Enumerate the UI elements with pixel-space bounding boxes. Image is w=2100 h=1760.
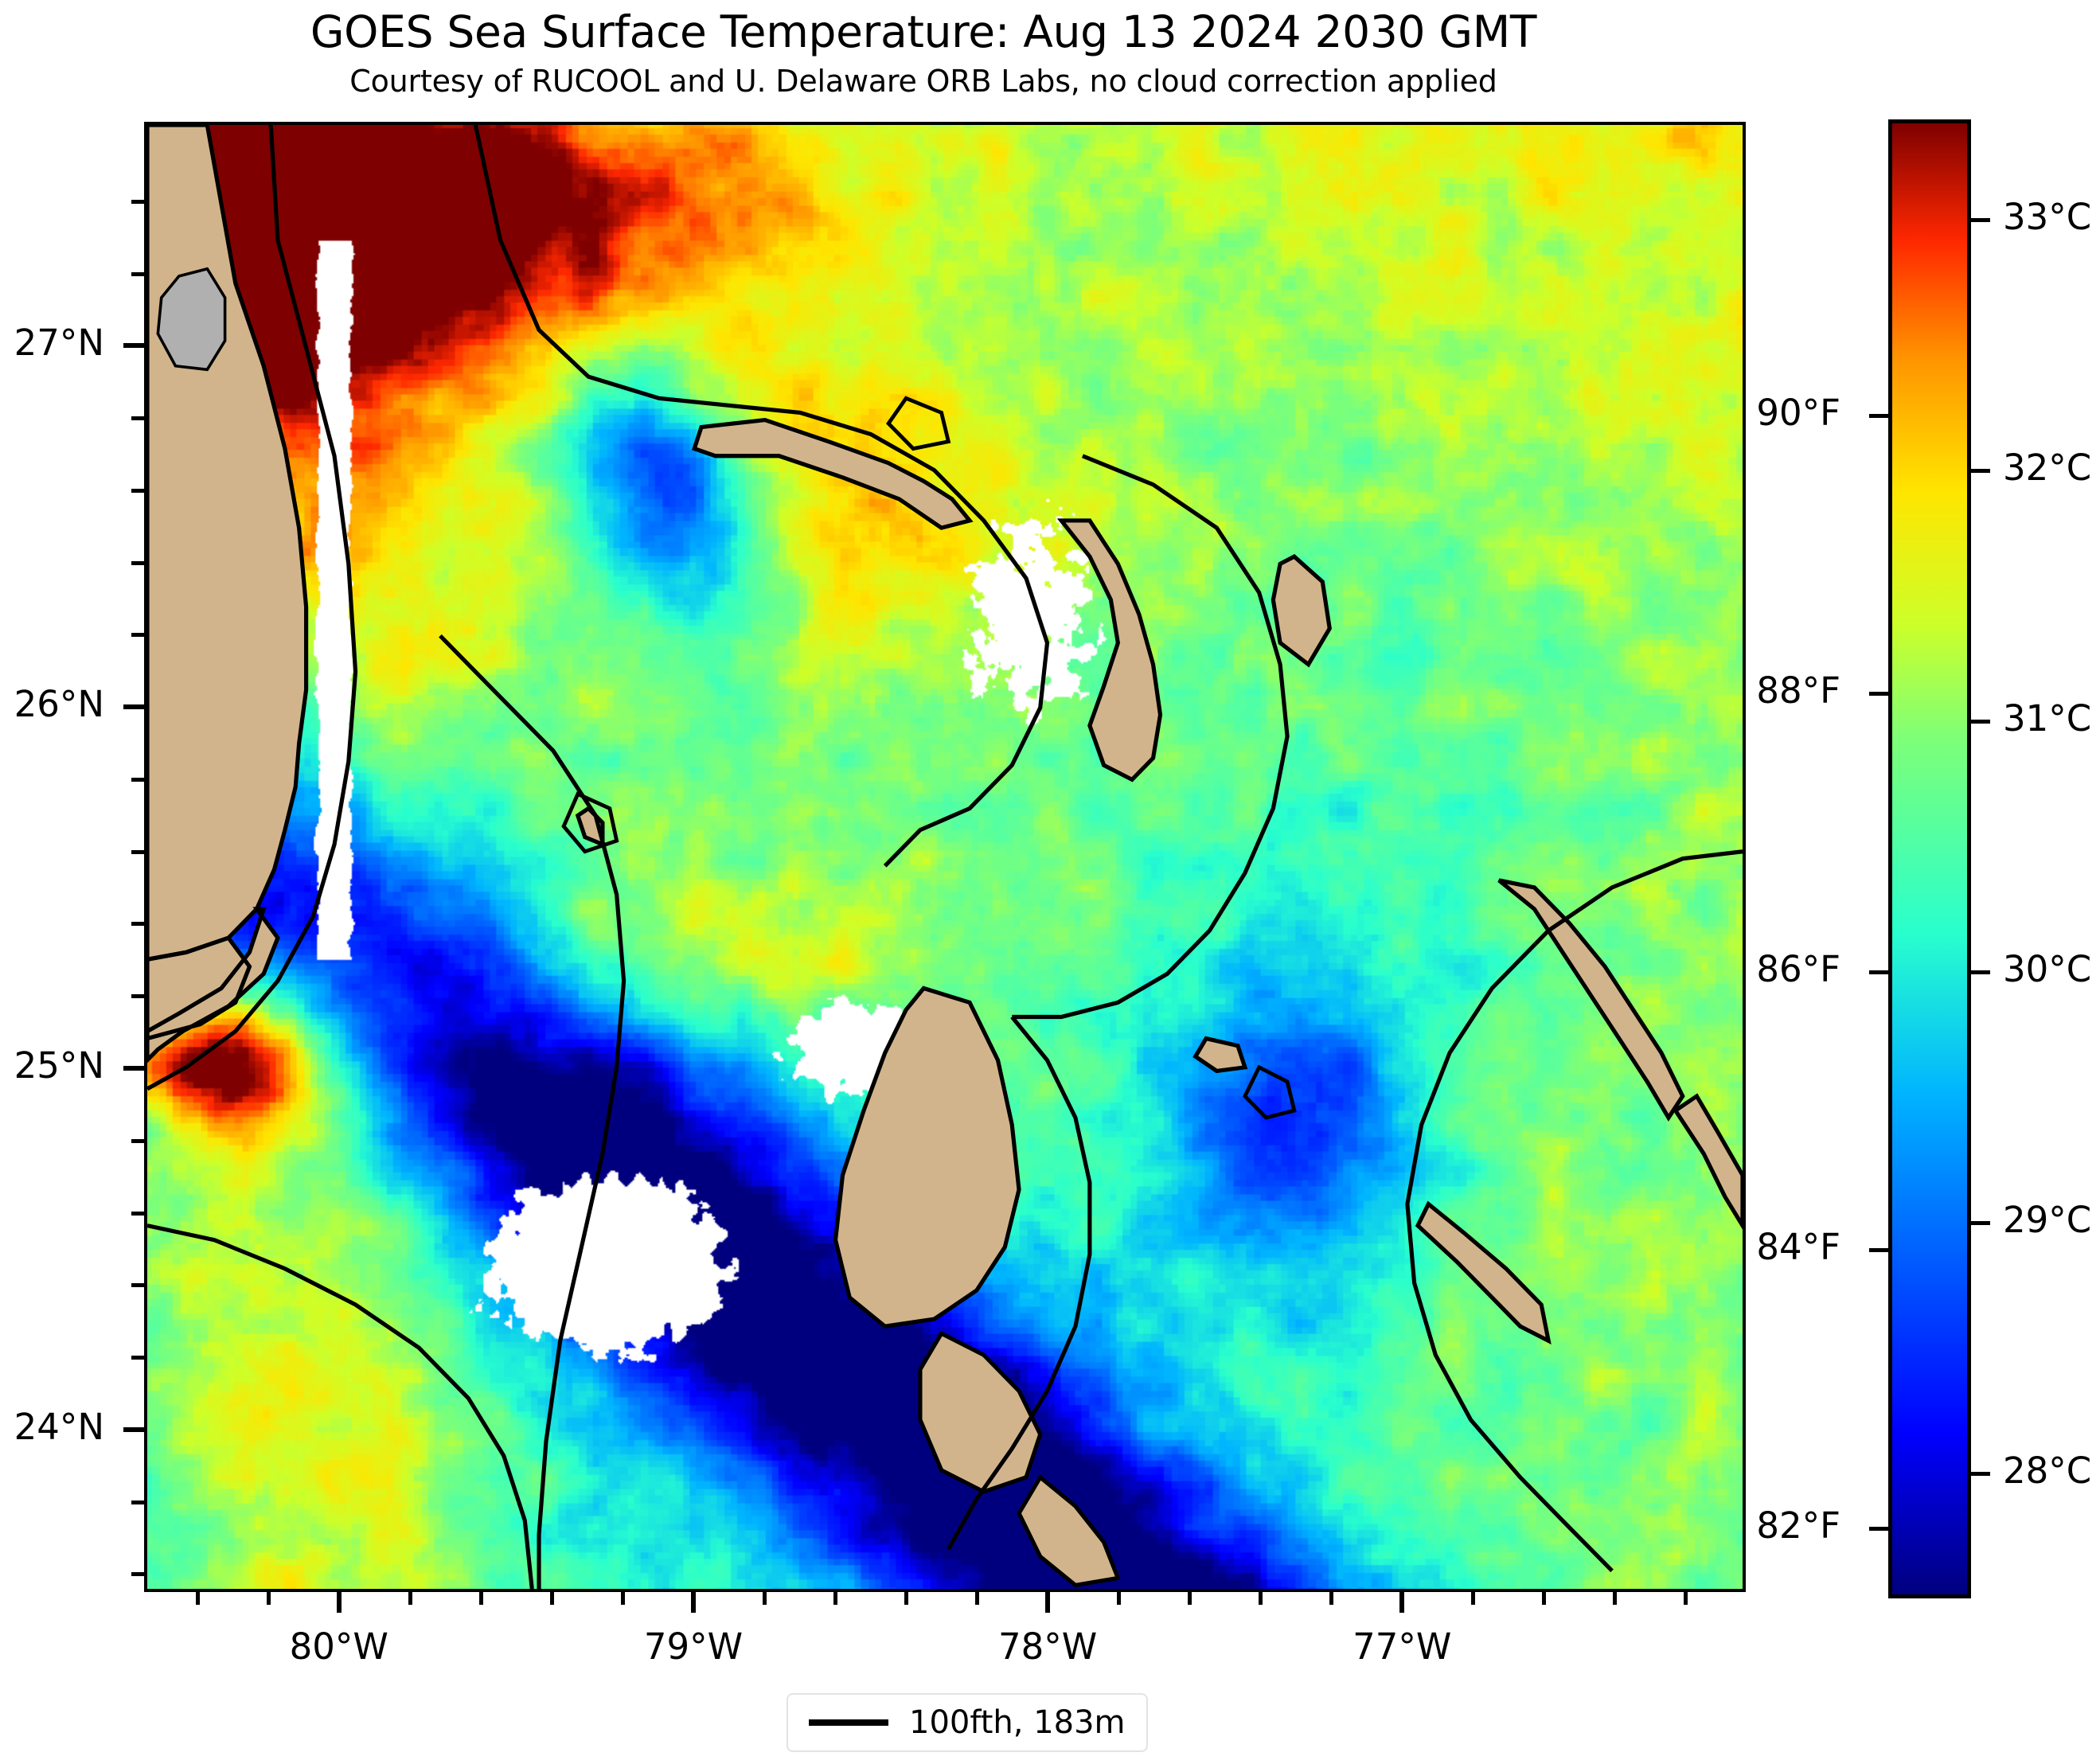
page-subtitle: Courtesy of RUCOOL and U. Delaware ORB L…: [349, 64, 1497, 99]
lat-tick-major: [123, 1065, 144, 1071]
lat-tick-minor: [131, 633, 144, 638]
colorbar-tick-celsius: [1971, 1220, 1990, 1225]
lat-tick-minor: [131, 271, 144, 276]
colorbar-tick-fahrenheit: [1869, 413, 1888, 418]
lat-tick-minor: [131, 922, 144, 927]
colorbar-tick-celsius: [1971, 1471, 1990, 1476]
legend-label: 100fth, 183m: [909, 1704, 1126, 1741]
lon-tick-minor: [1613, 1592, 1618, 1605]
lon-tick-label: 77°W: [1353, 1625, 1452, 1668]
page-title: GOES Sea Surface Temperature: Aug 13 202…: [310, 6, 1537, 57]
lat-tick-minor: [131, 1572, 144, 1577]
colorbar-tick-fahrenheit: [1869, 970, 1888, 974]
lat-tick-label: 25°N: [14, 1044, 104, 1087]
colorbar-tick-celsius: [1971, 468, 1990, 473]
lon-tick-minor: [762, 1592, 767, 1605]
lon-tick-minor: [1684, 1592, 1688, 1605]
lat-tick-minor: [131, 849, 144, 854]
lon-tick-minor: [195, 1592, 200, 1605]
colorbar-label-celsius: 33°C: [2003, 195, 2092, 238]
lon-tick-minor: [408, 1592, 412, 1605]
lat-tick-minor: [131, 560, 144, 565]
lat-tick-minor: [131, 1283, 144, 1288]
lat-tick-minor: [131, 1211, 144, 1216]
lat-tick-minor: [131, 1500, 144, 1504]
colorbar-tick-celsius: [1971, 970, 1990, 974]
colorbar-tick-celsius: [1971, 217, 1990, 222]
colorbar-tick-fahrenheit: [1869, 1526, 1888, 1531]
lat-tick-minor: [131, 1356, 144, 1360]
lat-tick-label: 26°N: [14, 683, 104, 726]
lon-tick-major: [1045, 1592, 1051, 1613]
lat-tick-minor: [131, 416, 144, 421]
colorbar[interactable]: [1888, 119, 1971, 1598]
lon-tick-minor: [1471, 1592, 1476, 1605]
isobath-line-swatch: [809, 1719, 888, 1726]
lon-tick-label: 80°W: [289, 1625, 388, 1668]
lon-tick-label: 78°W: [997, 1625, 1098, 1668]
lon-tick-minor: [975, 1592, 980, 1605]
lon-tick-minor: [549, 1592, 554, 1605]
sst-heatmap-canvas: [147, 125, 1743, 1589]
colorbar-label-fahrenheit: 90°F: [1756, 391, 1840, 434]
lon-tick-minor: [904, 1592, 909, 1605]
colorbar-tick-fahrenheit: [1869, 692, 1888, 697]
lon-tick-minor: [1117, 1592, 1122, 1605]
lat-tick-minor: [131, 1138, 144, 1143]
lon-tick-minor: [266, 1592, 271, 1605]
lon-tick-minor: [1259, 1592, 1263, 1605]
lat-tick-minor: [131, 488, 144, 493]
map-axes[interactable]: [144, 122, 1746, 1592]
colorbar-label-fahrenheit: 88°F: [1756, 669, 1840, 712]
lon-tick-minor: [1542, 1592, 1547, 1605]
lon-tick-minor: [1188, 1592, 1192, 1605]
lon-tick-label: 79°W: [643, 1625, 744, 1668]
colorbar-label-fahrenheit: 84°F: [1756, 1226, 1840, 1269]
colorbar-label-celsius: 29°C: [2003, 1198, 2092, 1241]
colorbar-gradient: [1892, 123, 1967, 1594]
colorbar-label-celsius: 32°C: [2003, 446, 2092, 489]
lat-tick-minor: [131, 777, 144, 782]
colorbar-label-celsius: 28°C: [2003, 1449, 2092, 1492]
lon-tick-minor: [478, 1592, 483, 1605]
lon-tick-minor: [620, 1592, 625, 1605]
colorbar-label-fahrenheit: 82°F: [1756, 1504, 1840, 1547]
lat-tick-minor: [131, 994, 144, 999]
lat-tick-major: [123, 704, 144, 710]
colorbar-label-celsius: 31°C: [2003, 697, 2092, 740]
lat-tick-label: 27°N: [14, 322, 104, 365]
lat-tick-major: [123, 343, 144, 349]
lon-tick-minor: [1329, 1592, 1334, 1605]
colorbar-tick-fahrenheit: [1869, 1248, 1888, 1253]
legend-box[interactable]: 100fth, 183m: [787, 1693, 1148, 1752]
lat-tick-minor: [131, 199, 144, 204]
lon-tick-major: [1399, 1592, 1405, 1613]
lon-tick-minor: [833, 1592, 837, 1605]
lon-tick-major: [336, 1592, 342, 1613]
colorbar-label-fahrenheit: 86°F: [1756, 947, 1840, 990]
colorbar-tick-celsius: [1971, 719, 1990, 724]
lat-tick-label: 24°N: [14, 1405, 104, 1448]
lon-tick-major: [690, 1592, 696, 1613]
lat-tick-major: [123, 1426, 144, 1432]
colorbar-label-celsius: 30°C: [2003, 947, 2092, 990]
